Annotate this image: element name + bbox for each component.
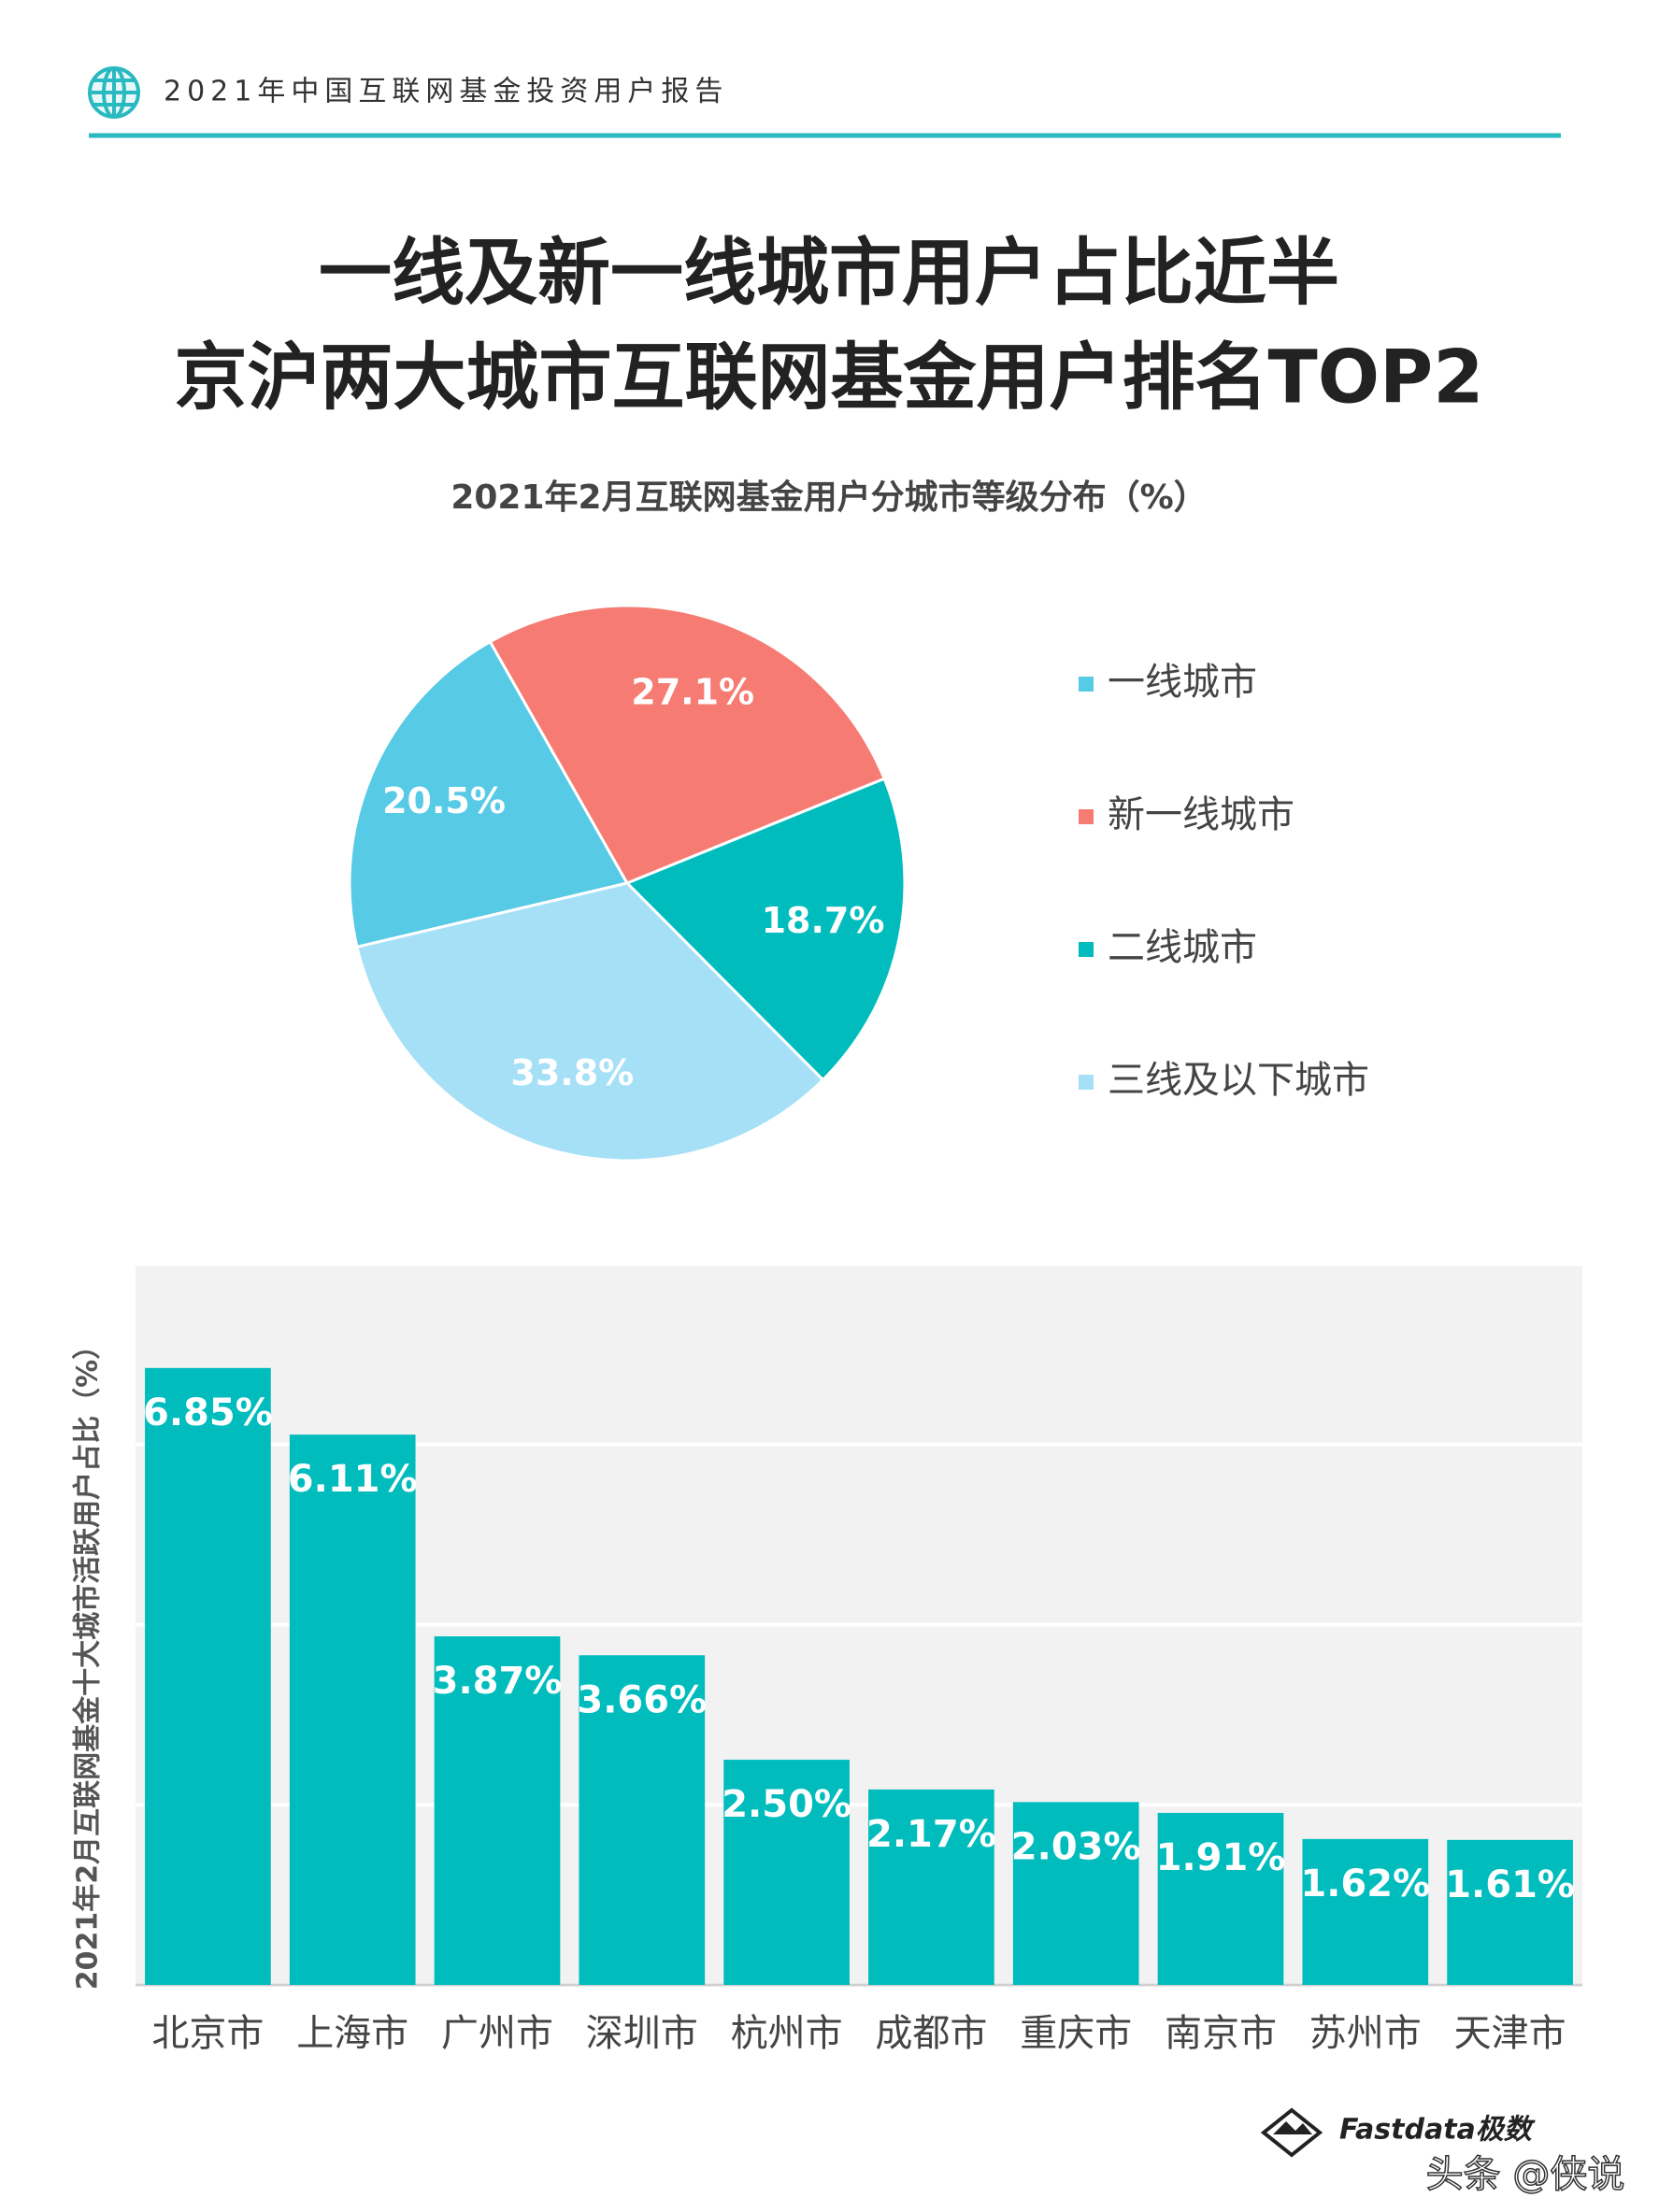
title-line: 一线及新一线城市用户占比近半 — [319, 231, 1339, 315]
legend-label: 二线城市 — [1108, 926, 1257, 969]
bar — [1012, 1802, 1139, 1985]
x-tick-label: 北京市 — [151, 2012, 264, 2055]
globe-icon — [88, 66, 140, 119]
y-axis-label: 2021年2月互联网基金十大城市活跃用户占比（%） — [72, 1332, 105, 1990]
data-label: 2.50% — [722, 1783, 851, 1826]
data-label: 33.8% — [510, 1052, 634, 1093]
data-label: 3.87% — [433, 1660, 563, 1703]
pie-slice — [355, 881, 825, 1163]
data-label: 1.91% — [1156, 1836, 1286, 1879]
x-tick-label: 南京市 — [1165, 2012, 1277, 2055]
legend-swatch — [1079, 677, 1094, 692]
bar — [1447, 1839, 1573, 1985]
pie-slice — [488, 604, 887, 885]
legend-swatch — [1079, 1075, 1094, 1090]
x-tick-label: 天津市 — [1454, 2012, 1566, 2055]
data-label: 2.03% — [1011, 1825, 1141, 1868]
legend-swatch — [1079, 942, 1094, 957]
x-tick-label: 成都市 — [875, 2012, 987, 2055]
x-tick-label: 深圳市 — [586, 2012, 698, 2055]
header-text: 2021年中国互联网基金投资用户报告 — [164, 76, 728, 108]
watermark: 头条 @侠说 — [1426, 2153, 1625, 2196]
data-label: 6.11% — [288, 1458, 418, 1501]
x-tick-label: 广州市 — [441, 2012, 553, 2055]
bar — [1157, 1812, 1284, 1985]
x-tick-label: 苏州市 — [1309, 2012, 1422, 2055]
bar — [434, 1636, 561, 1985]
x-tick-label: 上海市 — [296, 2012, 408, 2055]
legend-label: 三线及以下城市 — [1108, 1059, 1369, 1102]
bar — [868, 1789, 994, 1985]
logo — [1260, 2107, 1323, 2158]
data-label: 6.85% — [143, 1391, 273, 1434]
pie-slice — [624, 777, 907, 1082]
pie-slice — [348, 639, 630, 949]
bar — [145, 1367, 271, 1985]
legend-label: 新一线城市 — [1108, 793, 1294, 836]
data-label: 3.66% — [577, 1678, 707, 1721]
bar — [1302, 1838, 1429, 1985]
data-label: 1.62% — [1300, 1862, 1430, 1905]
bar — [579, 1655, 706, 1985]
data-label: 27.1% — [631, 672, 754, 713]
legend-label: 一线城市 — [1108, 661, 1257, 704]
bar — [723, 1760, 850, 1985]
data-label: 1.61% — [1445, 1863, 1575, 1906]
x-tick-label: 杭州市 — [731, 2012, 843, 2055]
data-label: 18.7% — [762, 900, 885, 941]
legend-swatch — [1079, 809, 1094, 824]
x-tick-label: 重庆市 — [1020, 2012, 1132, 2055]
logo-text: Fastdata极数 — [1339, 2114, 1536, 2147]
data-label: 2.17% — [866, 1813, 996, 1856]
bar — [289, 1434, 416, 1985]
data-label: 20.5% — [382, 780, 506, 821]
pie-title: 2021年2月互联网基金用户分城市等级分布（%） — [451, 478, 1207, 517]
title-line: 京沪两大城市互联网基金用户排名TOP2 — [175, 335, 1484, 420]
